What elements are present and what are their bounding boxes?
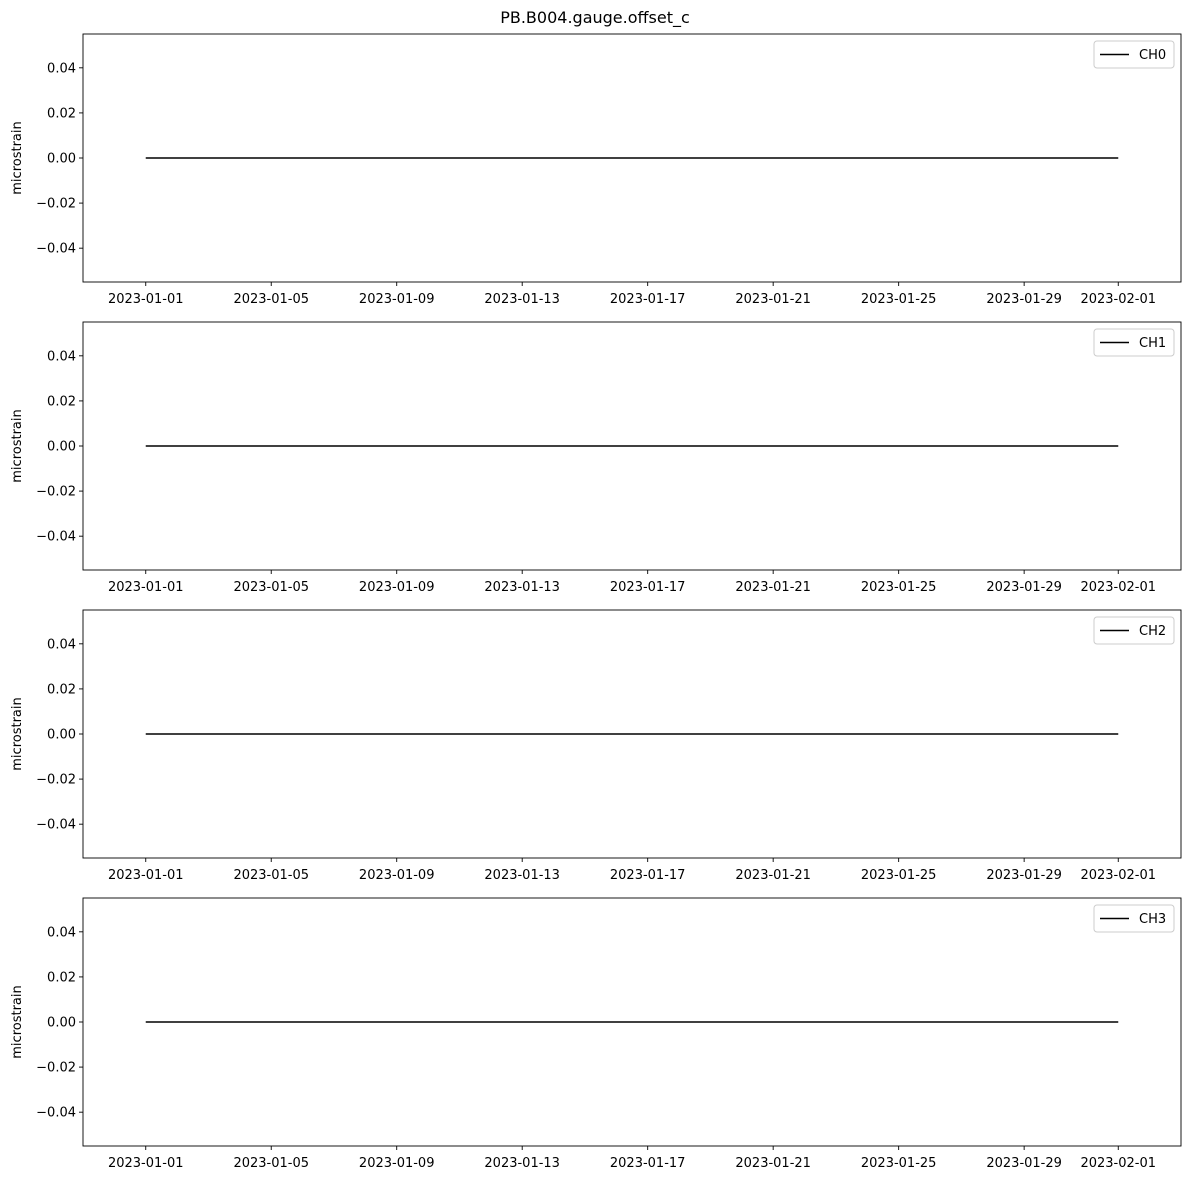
x-tick-label: 2023-01-05 (233, 292, 309, 307)
y-tick-label: −0.02 (36, 773, 76, 788)
x-tick-label: 2023-01-17 (610, 580, 686, 595)
x-tick-label: 2023-01-09 (359, 580, 435, 595)
x-tick-label: 2023-01-05 (233, 1156, 309, 1171)
x-tick-label: 2023-01-01 (108, 868, 184, 883)
legend-box (1093, 904, 1175, 933)
x-tick-label: 2023-01-17 (610, 868, 686, 883)
y-tick-label: −0.04 (36, 1106, 76, 1121)
x-tick-label: 2023-01-25 (861, 580, 937, 595)
legend: CH1 (1093, 328, 1175, 357)
x-tick-label: 2023-01-05 (233, 580, 309, 595)
y-axis-label: microstrain (10, 409, 25, 482)
x-tick-label: 2023-01-21 (735, 868, 811, 883)
y-tick-label: −0.02 (36, 197, 76, 212)
y-axis-label: microstrain (10, 985, 25, 1058)
x-tick-label: 2023-01-13 (484, 868, 560, 883)
y-tick-label: −0.04 (36, 242, 76, 257)
x-tick-label: 2023-01-09 (359, 1156, 435, 1171)
y-tick-label: 0.00 (47, 440, 76, 455)
x-tick-label: 2023-02-01 (1080, 580, 1156, 595)
x-tick-label: 2023-01-21 (735, 580, 811, 595)
x-tick-label: 2023-01-29 (986, 1156, 1062, 1171)
subplot-0: 0.04 0.02 0.00 −0.02 −0.04 2023-01-01 2023-01-… (10, 33, 1182, 307)
x-tick-label: 2023-01-25 (861, 292, 937, 307)
legend: CH2 (1093, 616, 1175, 645)
y-tick-label: −0.04 (36, 530, 76, 545)
y-axis-label: microstrain (10, 697, 25, 770)
subplot-2: 0.04 0.02 0.00 −0.02 −0.04 2023-01-01 2023-01-… (10, 609, 1182, 883)
y-tick-label: 0.04 (47, 925, 76, 940)
x-tick-label: 2023-01-01 (108, 292, 184, 307)
subplot-3: 0.04 0.02 0.00 −0.02 −0.04 2023-01-01 2023-01-… (10, 897, 1182, 1171)
y-tick-label: 0.04 (47, 61, 76, 76)
y-tick-label: 0.02 (47, 106, 76, 121)
y-tick-label: 0.00 (47, 1016, 76, 1031)
legend: CH3 (1093, 904, 1175, 933)
subplot-1: 0.04 0.02 0.00 −0.02 −0.04 2023-01-01 2023-01-… (10, 321, 1182, 595)
x-tick-label: 2023-01-21 (735, 1156, 811, 1171)
x-tick-label: 2023-02-01 (1080, 868, 1156, 883)
y-tick-label: −0.04 (36, 818, 76, 833)
x-tick-label: 2023-02-01 (1080, 1156, 1156, 1171)
legend-box (1093, 328, 1175, 357)
x-tick-label: 2023-01-21 (735, 292, 811, 307)
x-tick-label: 2023-01-09 (359, 868, 435, 883)
figure-title: PB.B004.gauge.offset_c (500, 8, 690, 28)
legend: CH0 (1093, 40, 1175, 69)
x-tick-label: 2023-01-25 (861, 868, 937, 883)
x-tick-label: 2023-01-13 (484, 292, 560, 307)
legend-label: CH0 (1139, 48, 1166, 63)
legend-label: CH2 (1139, 624, 1166, 639)
x-tick-label: 2023-01-17 (610, 292, 686, 307)
y-tick-label: −0.02 (36, 1061, 76, 1076)
x-tick-label: 2023-01-05 (233, 868, 309, 883)
x-tick-label: 2023-01-13 (484, 1156, 560, 1171)
y-tick-label: 0.00 (47, 728, 76, 743)
x-tick-label: 2023-01-09 (359, 292, 435, 307)
legend-label: CH3 (1139, 912, 1166, 927)
x-tick-label: 2023-01-29 (986, 292, 1062, 307)
x-tick-label: 2023-01-01 (108, 580, 184, 595)
x-tick-label: 2023-01-29 (986, 868, 1062, 883)
x-tick-label: 2023-02-01 (1080, 292, 1156, 307)
y-tick-label: 0.04 (47, 637, 76, 652)
x-tick-label: 2023-01-01 (108, 1156, 184, 1171)
x-tick-label: 2023-01-17 (610, 1156, 686, 1171)
y-tick-label: 0.02 (47, 682, 76, 697)
x-tick-label: 2023-01-29 (986, 580, 1062, 595)
legend-box (1093, 616, 1175, 645)
y-tick-label: 0.00 (47, 152, 76, 167)
legend-label: CH1 (1139, 336, 1166, 351)
y-tick-label: 0.04 (47, 349, 76, 364)
y-tick-label: 0.02 (47, 970, 76, 985)
y-axis-label: microstrain (10, 121, 25, 194)
y-tick-label: 0.02 (47, 394, 76, 409)
panels: 0.04 0.02 0.00 −0.02 −0.04 2023-01-01 2023-01-… (10, 33, 1182, 1171)
legend-box (1093, 40, 1175, 69)
y-tick-label: −0.02 (36, 485, 76, 500)
x-tick-label: 2023-01-13 (484, 580, 560, 595)
x-tick-label: 2023-01-25 (861, 1156, 937, 1171)
